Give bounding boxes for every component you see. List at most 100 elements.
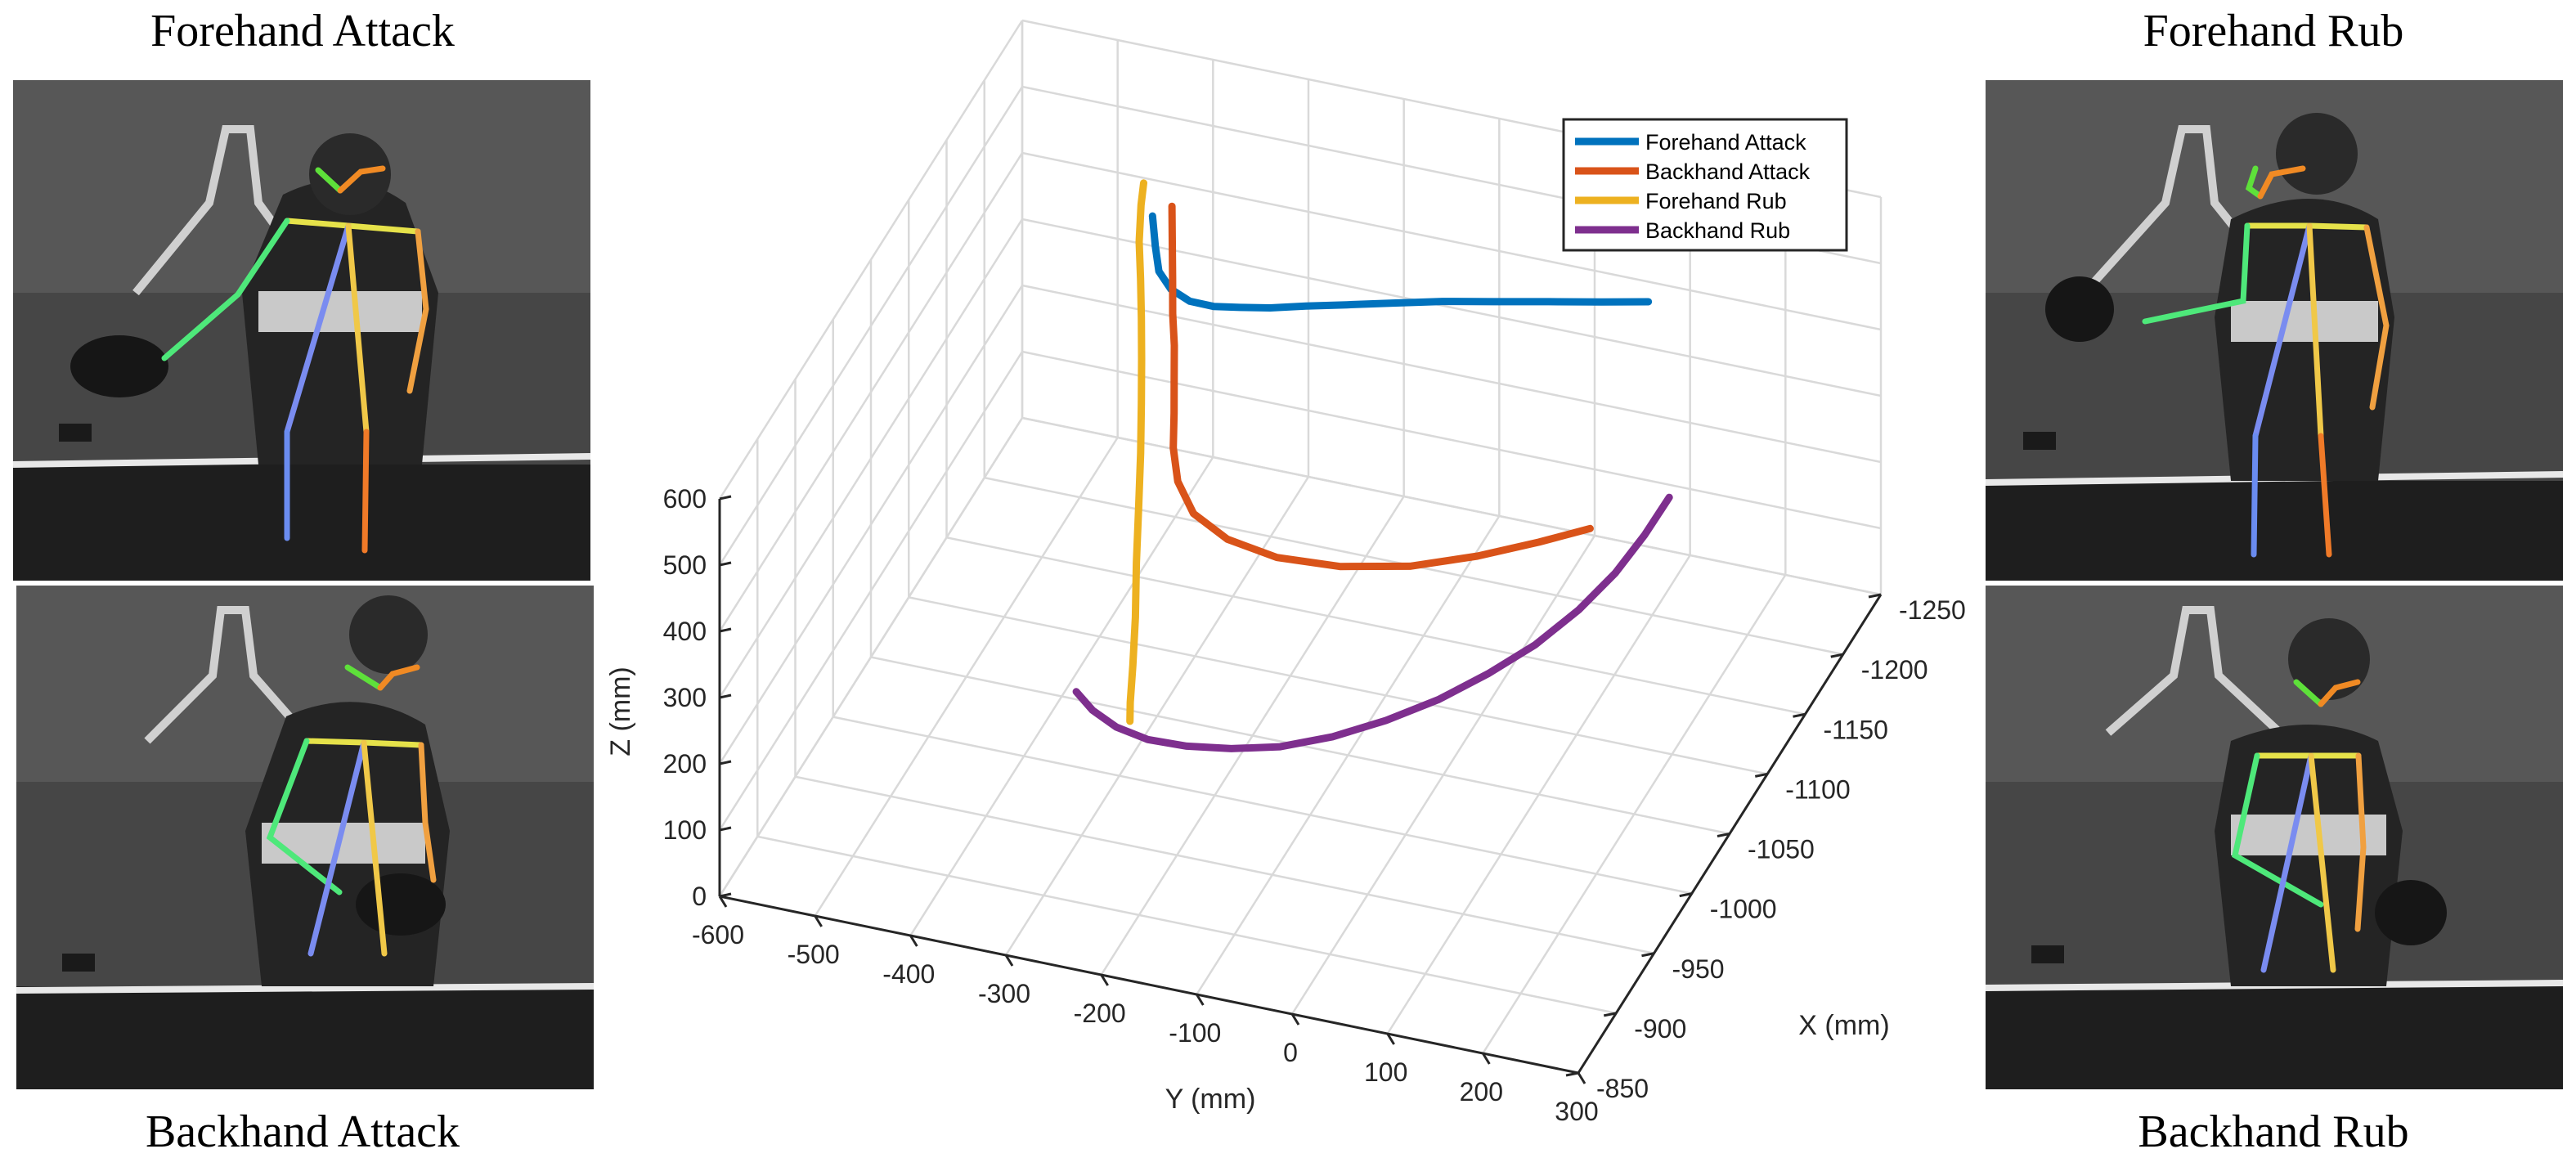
y-tick-mark xyxy=(1482,1053,1491,1065)
grid-line xyxy=(718,417,1024,897)
grid-line xyxy=(718,351,1024,831)
x-tick-label: -1100 xyxy=(1785,774,1850,804)
photo-forehand-attack xyxy=(13,80,590,581)
z-tick-mark xyxy=(719,892,732,898)
grid-line xyxy=(1290,535,1596,1015)
chart-legend: Forehand Attack Backhand Attack Forehand R… xyxy=(1562,118,1848,252)
x-tick-label: -1000 xyxy=(1710,895,1777,924)
y-tick-label: -300 xyxy=(978,979,1030,1008)
grid-line xyxy=(718,20,1024,500)
skeleton-backhand-rub xyxy=(2232,679,2367,973)
pose-scene-forehand-attack xyxy=(13,80,590,581)
title-forehand-rub: Forehand Rub xyxy=(2143,6,2404,56)
skeleton-forehand-attack xyxy=(161,165,429,554)
y-tick-label: 200 xyxy=(1460,1077,1503,1106)
grid-line xyxy=(832,716,1693,895)
x-tick-label: -850 xyxy=(1596,1074,1649,1103)
y-axis-label: Y (mm) xyxy=(1165,1084,1256,1115)
grid-line xyxy=(718,285,1024,765)
legend-label: Backhand Attack xyxy=(1645,159,1811,184)
x-tick-mark xyxy=(1793,712,1806,718)
title-forehand-attack: Forehand Attack xyxy=(150,6,455,56)
grid-line xyxy=(718,152,1024,632)
z-tick-label: 0 xyxy=(692,882,707,911)
grid-line xyxy=(1021,218,1882,397)
grid-line xyxy=(1386,554,1691,1035)
z-tick-mark xyxy=(719,495,732,500)
y-tick-mark xyxy=(909,935,918,947)
y-tick-label: 0 xyxy=(1283,1038,1298,1067)
series-line xyxy=(1148,212,1653,312)
x-tick-mark xyxy=(1603,1012,1617,1017)
x-tick-mark xyxy=(1641,952,1654,958)
title-backhand-rub: Backhand Rub xyxy=(2138,1106,2409,1157)
y-tick-mark xyxy=(1290,1013,1300,1026)
z-tick-label: 400 xyxy=(663,617,707,646)
grid-line xyxy=(908,596,1768,775)
x-tick-label: -950 xyxy=(1672,954,1725,984)
pose-scene-forehand-rub xyxy=(1986,80,2563,581)
y-tick-label: -500 xyxy=(788,940,840,969)
y-tick-label: -200 xyxy=(1074,999,1126,1028)
x-tick-mark xyxy=(1754,772,1768,778)
z-tick-mark xyxy=(719,826,732,832)
series-line xyxy=(1072,493,1673,752)
y-tick-mark xyxy=(1196,994,1205,1006)
grid-line xyxy=(756,835,1617,1015)
title-backhand-attack: Backhand Attack xyxy=(145,1106,460,1157)
grid-line xyxy=(1021,151,1882,331)
legend-label: Forehand Rub xyxy=(1645,189,1787,213)
pose-scene-backhand-rub xyxy=(1986,586,2563,1089)
skeleton-forehand-rub xyxy=(2142,165,2390,558)
grid-line xyxy=(795,775,1654,954)
grid-line xyxy=(909,456,1214,936)
y-tick-mark xyxy=(1577,1072,1586,1084)
z-tick-label: 300 xyxy=(663,683,707,712)
grid-line xyxy=(1004,476,1310,956)
legend-label: Backhand Rub xyxy=(1645,218,1790,243)
z-tick-label: 200 xyxy=(663,749,707,779)
z-tick-mark xyxy=(719,693,732,699)
grid-line xyxy=(814,437,1119,917)
y-tick-label: 300 xyxy=(1555,1097,1598,1126)
y-tick-mark xyxy=(718,895,728,908)
z-tick-mark xyxy=(719,561,732,567)
y-tick-mark xyxy=(1386,1033,1395,1045)
grid-line xyxy=(1021,350,1882,530)
y-tick-mark xyxy=(1100,974,1109,986)
x-tick-mark xyxy=(1565,1071,1579,1077)
photo-backhand-attack xyxy=(16,586,594,1089)
series-line xyxy=(1168,202,1594,571)
grid-line xyxy=(946,536,1806,716)
grid-line xyxy=(1021,284,1882,464)
series-line xyxy=(1126,179,1147,725)
grid-line xyxy=(718,86,1024,566)
photo-backhand-rub xyxy=(1986,586,2563,1089)
x-tick-mark xyxy=(1717,833,1730,837)
z-tick-mark xyxy=(719,627,732,633)
y-tick-mark xyxy=(1004,954,1014,967)
y-tick-label: -600 xyxy=(692,920,744,949)
x-tick-label: -1250 xyxy=(1899,595,1966,625)
x-tick-label: -900 xyxy=(1634,1014,1686,1044)
chart-grid xyxy=(718,19,1883,1075)
x-tick-label: -1050 xyxy=(1748,835,1815,864)
skeleton-backhand-attack xyxy=(266,664,437,957)
x-tick-label: -1200 xyxy=(1861,655,1928,685)
y-tick-label: -400 xyxy=(882,959,935,989)
chart-series xyxy=(1072,179,1673,752)
z-axis-label: Z (mm) xyxy=(605,667,636,756)
x-tick-mark xyxy=(1679,892,1693,898)
grid-line xyxy=(1196,515,1501,995)
y-tick-label: 100 xyxy=(1364,1057,1407,1087)
grid-line xyxy=(718,218,1024,698)
z-tick-mark xyxy=(719,760,732,765)
photo-forehand-rub xyxy=(1986,80,2563,581)
x-tick-label: -1150 xyxy=(1824,715,1888,744)
x-axis-label: X (mm) xyxy=(1798,1010,1889,1041)
chart-axes: -600 -500 -400 -300 -200 -1000 100 200 300 -1250 -… xyxy=(605,484,1966,1126)
grid-line xyxy=(1482,574,1787,1054)
x-tick-mark xyxy=(1868,593,1882,599)
z-tick-label: 500 xyxy=(663,550,707,580)
